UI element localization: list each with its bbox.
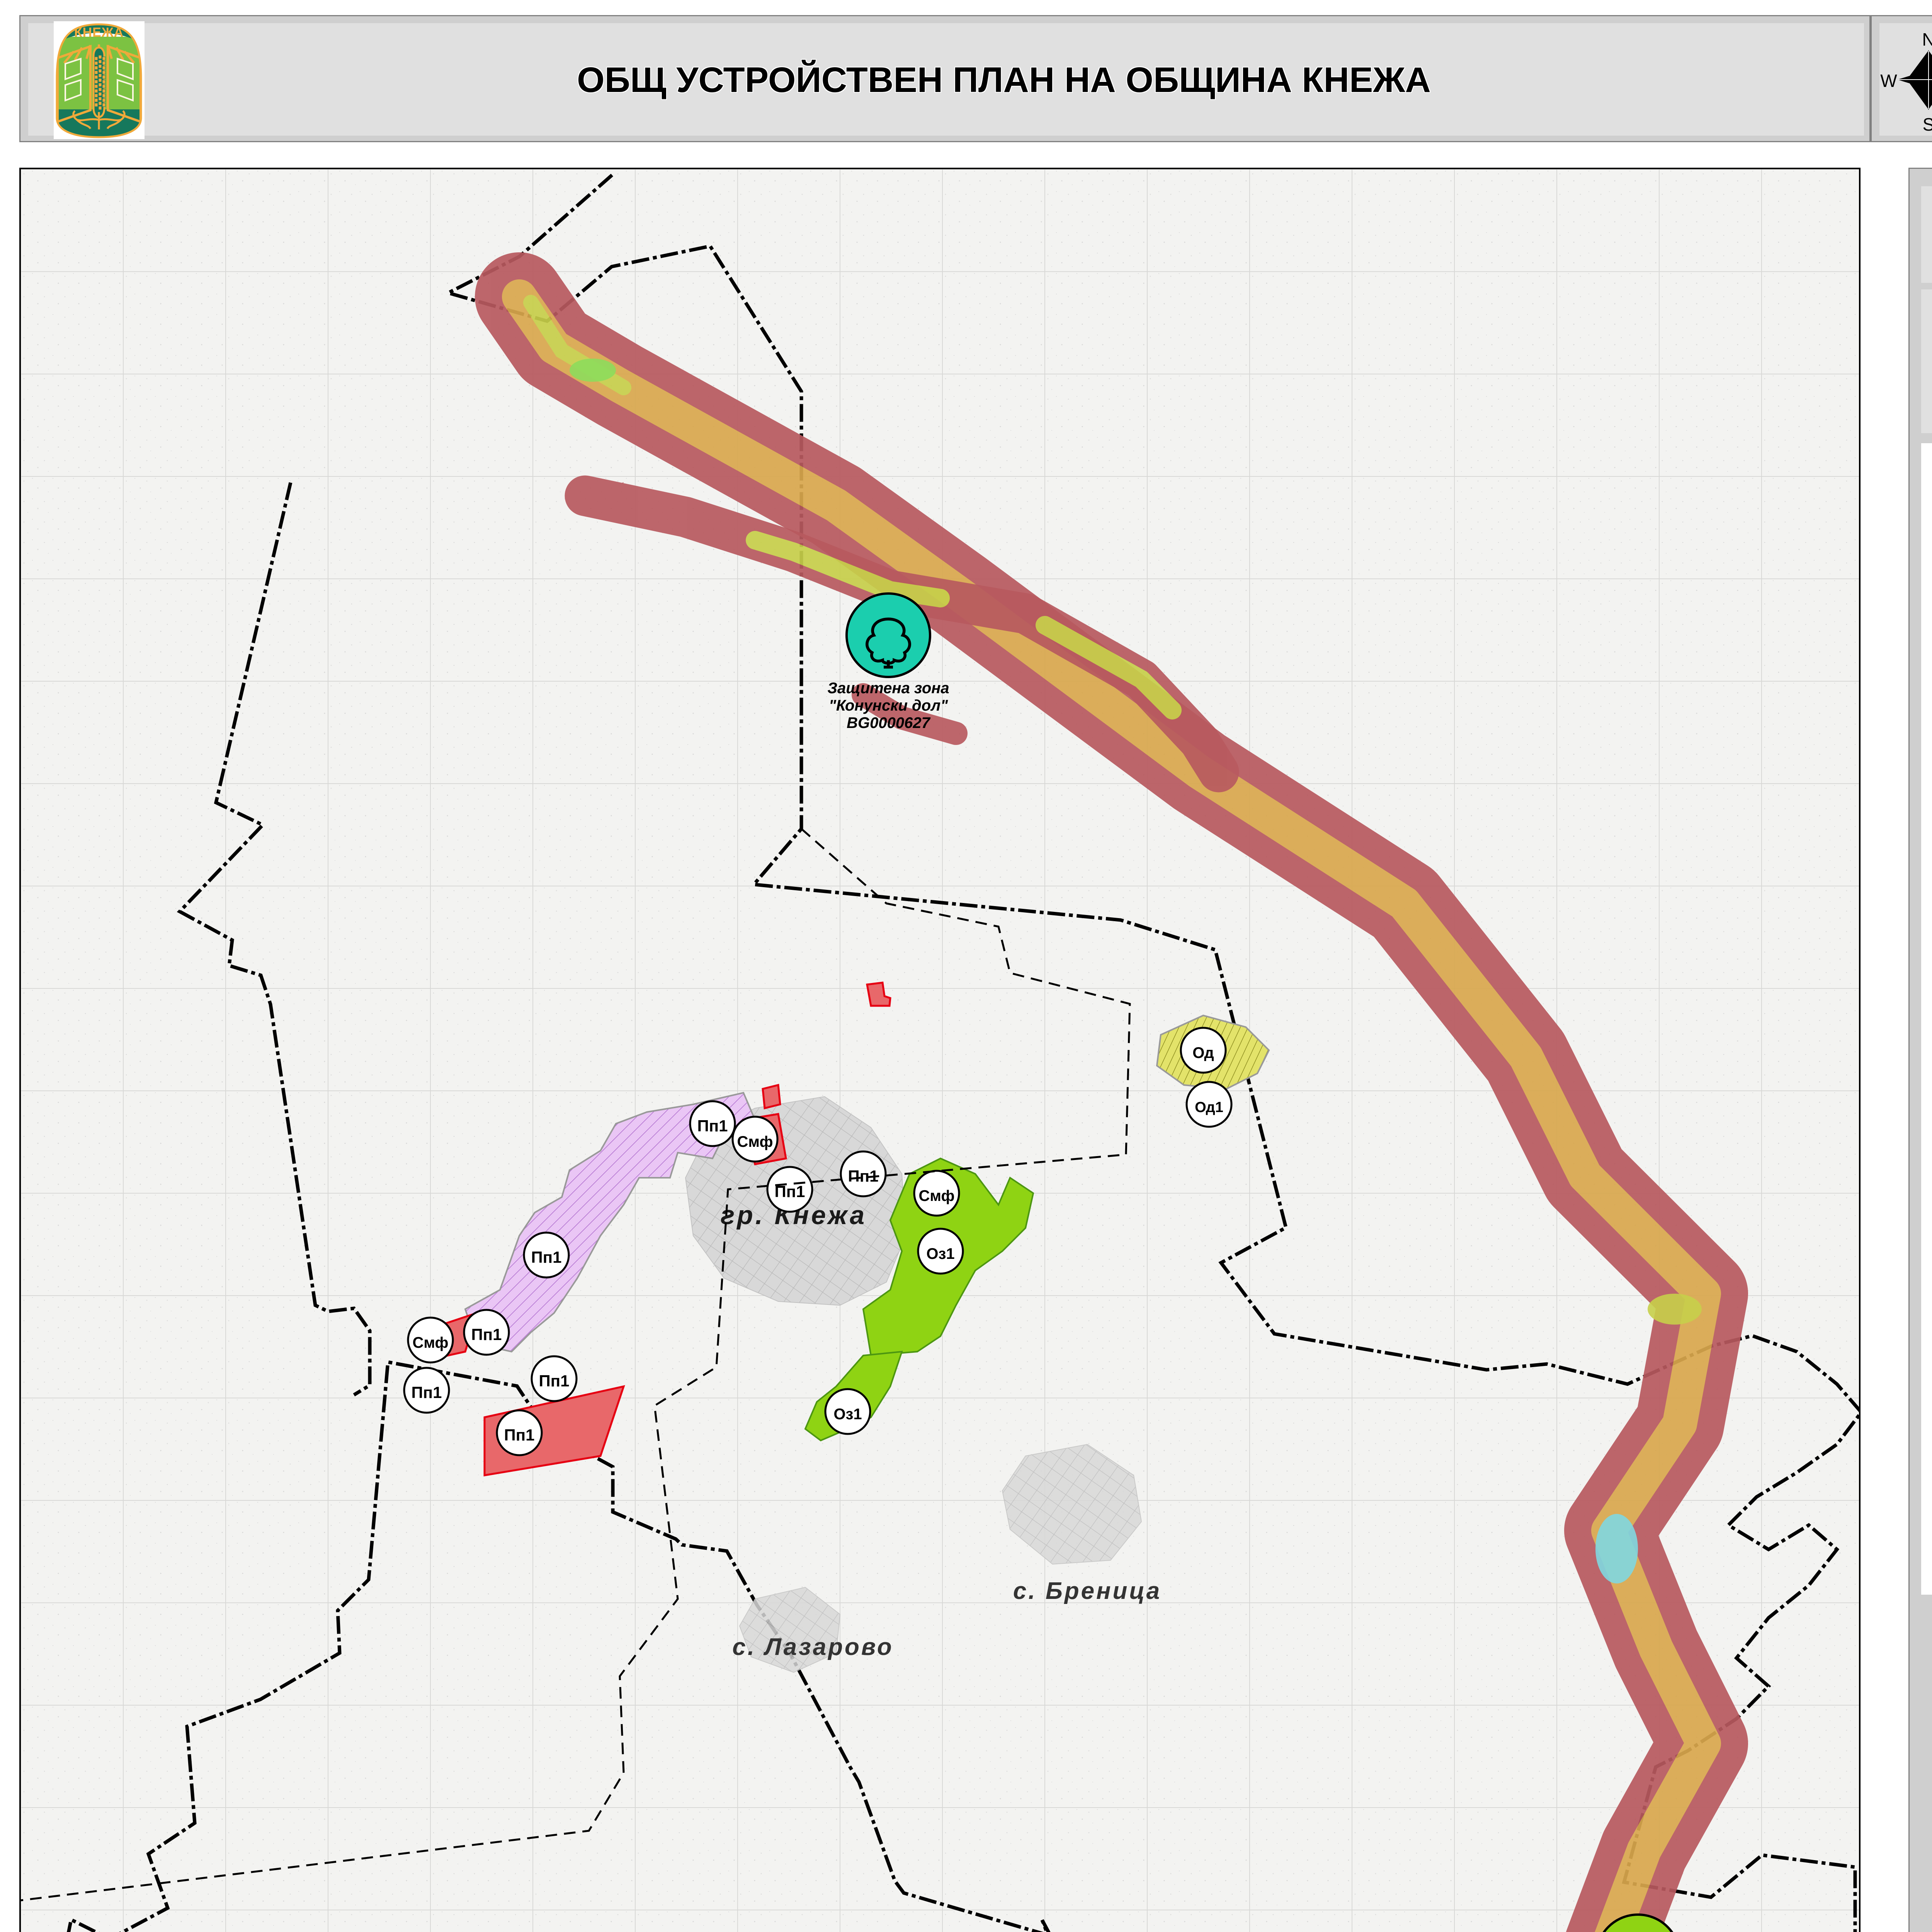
svg-text:с. Лазарово: с. Лазарово <box>732 1634 893 1660</box>
svg-text:Защитена зона: Защитена зона <box>827 680 949 697</box>
svg-text:с. Бреница: с. Бреница <box>1013 1578 1162 1604</box>
svg-text:Смф: Смф <box>413 1334 449 1351</box>
svg-text:Пп1: Пп1 <box>471 1325 502 1344</box>
svg-text:Оз1: Оз1 <box>833 1406 862 1423</box>
svg-text:Од: Од <box>1192 1044 1214 1061</box>
svg-text:Оз1: Оз1 <box>926 1245 954 1262</box>
svg-text:Смф: Смф <box>919 1187 955 1204</box>
svg-text:Пп1: Пп1 <box>504 1426 535 1444</box>
svg-text:Пп1: Пп1 <box>697 1117 728 1135</box>
svg-text:N: N <box>1922 29 1932 49</box>
svg-text:Пп1: Пп1 <box>531 1248 562 1266</box>
svg-text:Од1: Од1 <box>1195 1099 1223 1116</box>
svg-text:Пп1: Пп1 <box>412 1383 442 1401</box>
svg-text:S: S <box>1923 114 1932 134</box>
svg-text:"Конунски дол": "Конунски дол" <box>829 697 948 714</box>
svg-text:BG0000627: BG0000627 <box>847 714 930 731</box>
svg-text:W: W <box>1880 71 1897 91</box>
svg-text:Смф: Смф <box>737 1133 773 1150</box>
svg-text:Пп1: Пп1 <box>539 1372 570 1390</box>
